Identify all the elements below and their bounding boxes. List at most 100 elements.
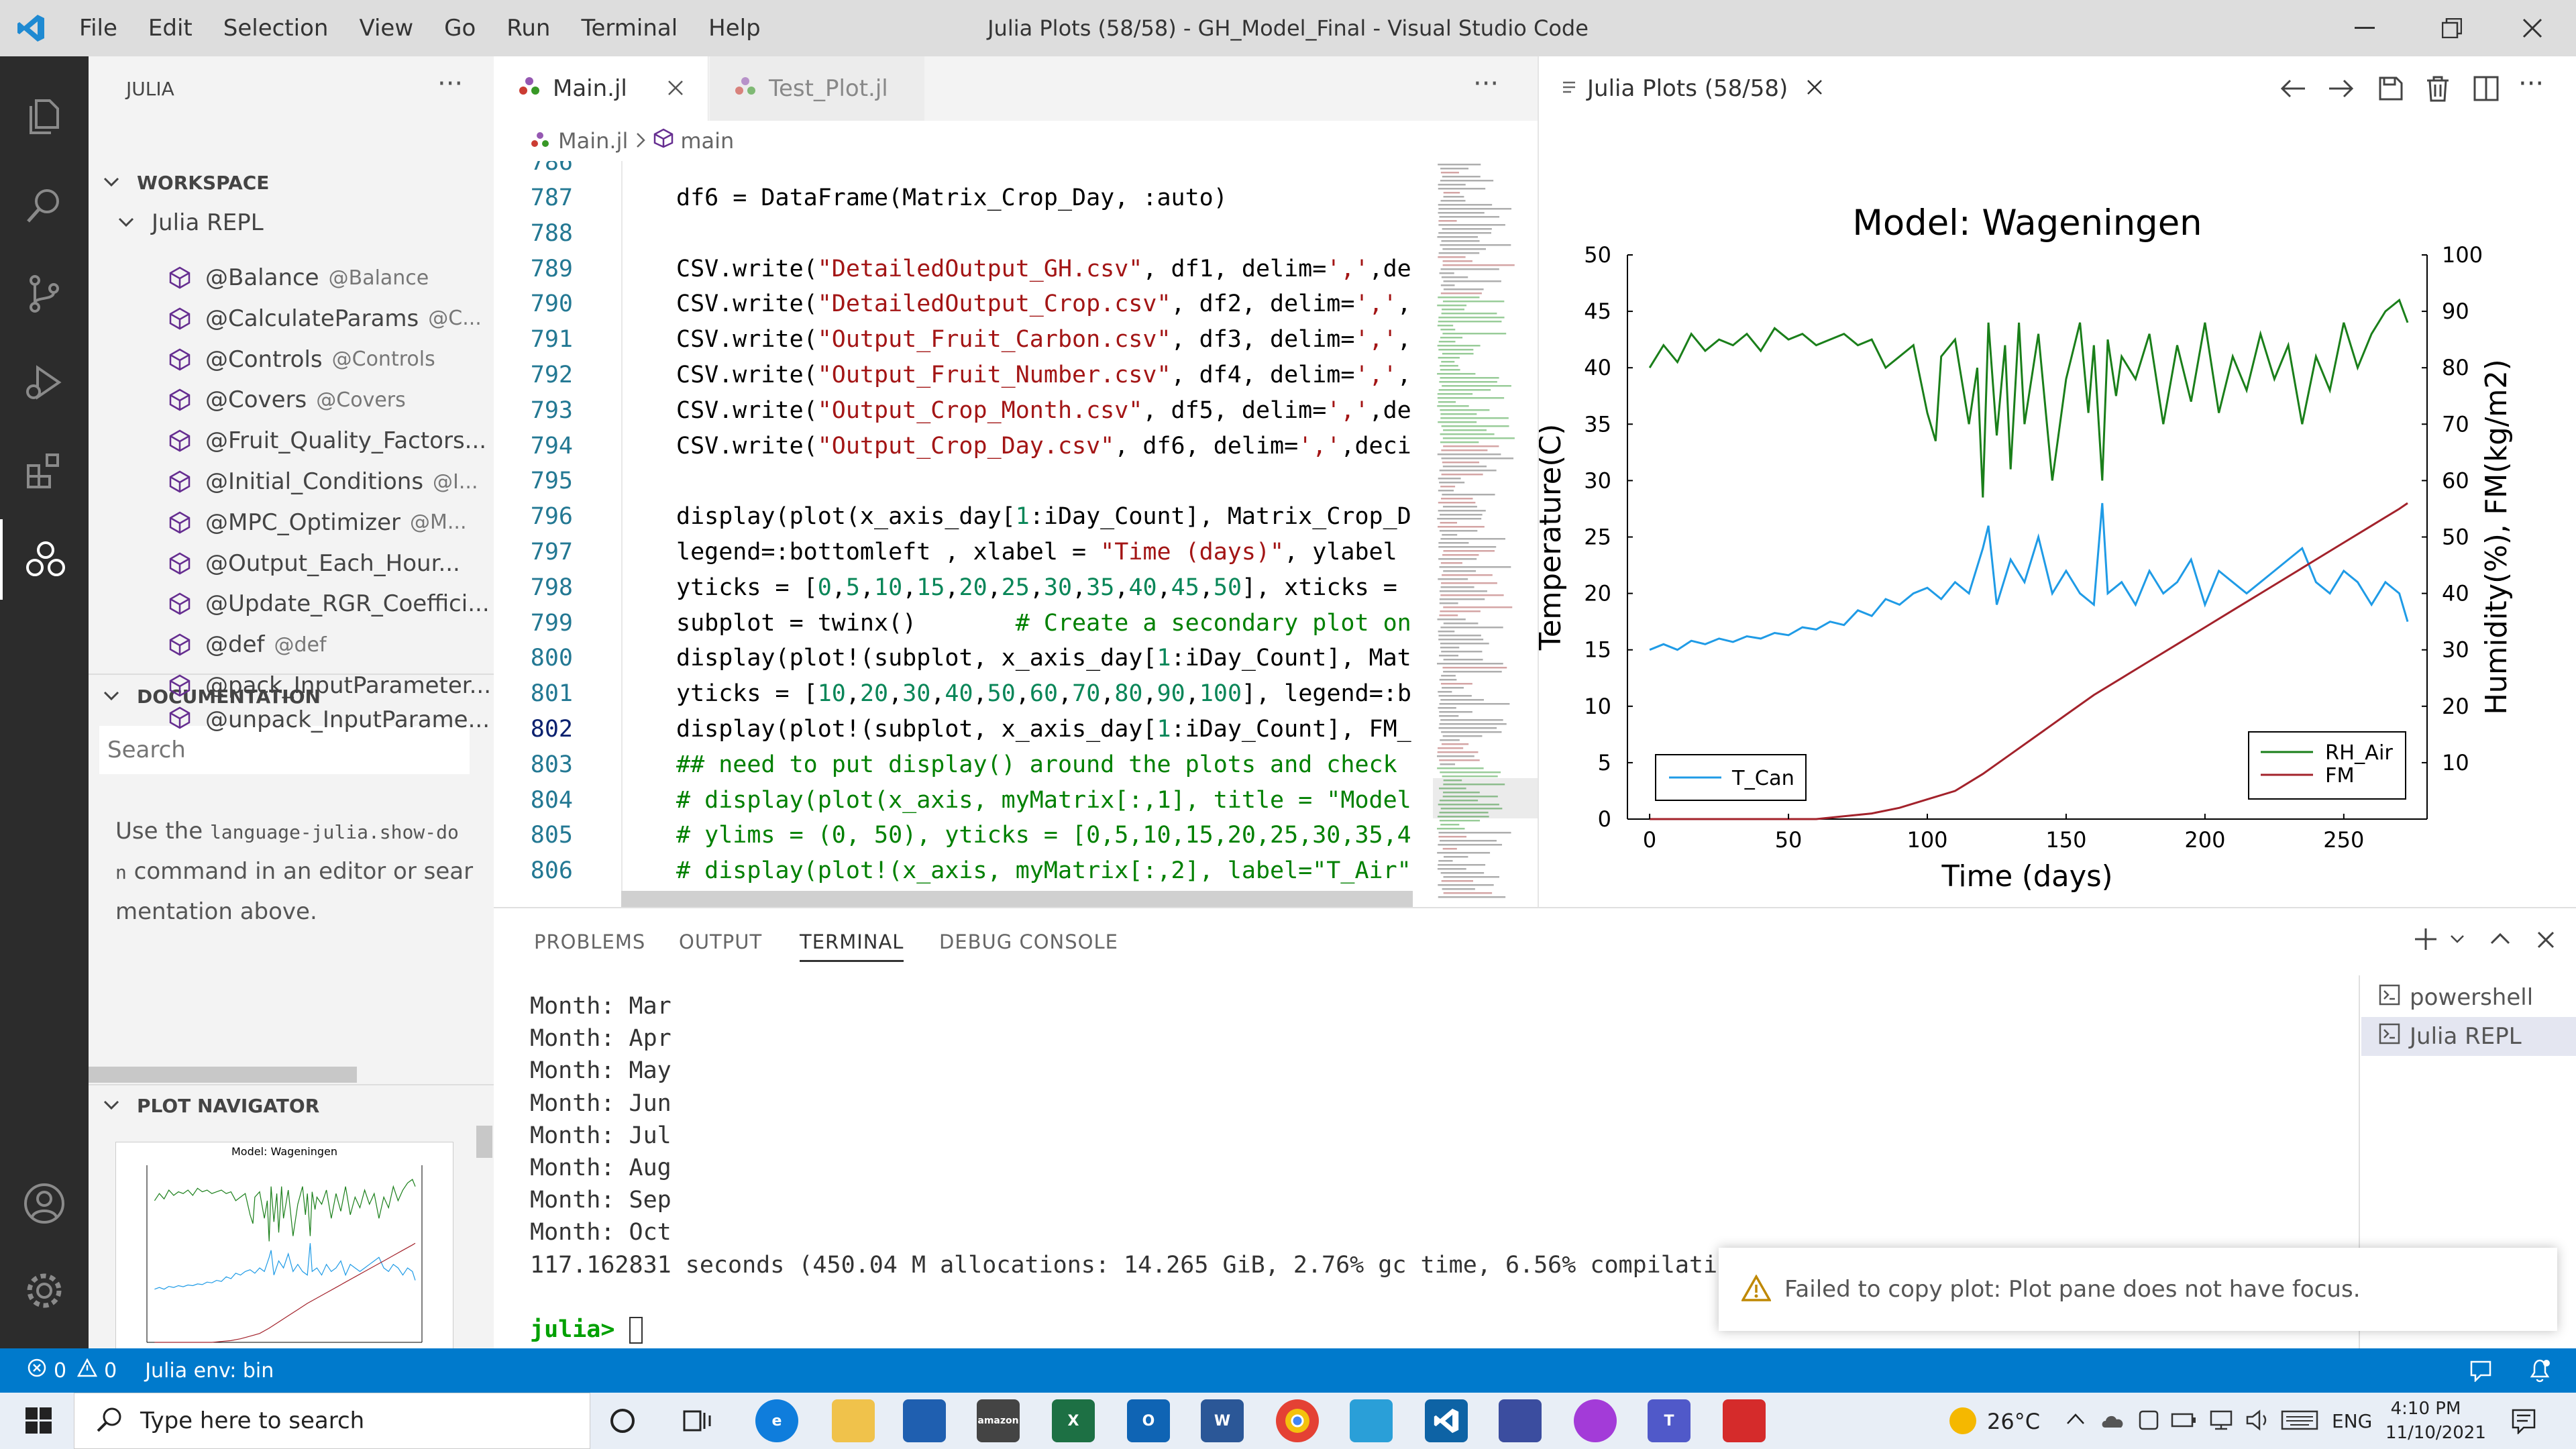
taskbar-search-box[interactable]: Type here to search bbox=[74, 1393, 590, 1449]
horizontal-scrollbar[interactable] bbox=[494, 891, 1419, 907]
code-line[interactable]: 805 # ylims = (0, 50), yticks = [0,5,10,1… bbox=[494, 818, 1419, 853]
minimize-icon[interactable] bbox=[2321, 0, 2408, 56]
tab-julia-plots[interactable]: Julia Plots (58/58) bbox=[1539, 56, 1845, 121]
extensions-icon[interactable] bbox=[0, 431, 89, 511]
tab-problems[interactable]: PROBLEMS bbox=[534, 930, 646, 953]
plot-thumbnail[interactable]: Model: Wageningen bbox=[115, 1142, 453, 1348]
arrow-left-icon[interactable] bbox=[2279, 76, 2306, 103]
language-indicator[interactable]: ENG bbox=[2332, 1410, 2373, 1432]
code-line[interactable]: 806 # display(plot!(x_axis, myMatrix[:,2]… bbox=[494, 853, 1419, 889]
julia-icon[interactable] bbox=[0, 519, 89, 600]
documentation-section-header[interactable]: DOCUMENTATION bbox=[89, 676, 494, 716]
horizontal-scrollbar[interactable] bbox=[89, 1067, 357, 1083]
code-area[interactable]: 786 787 df6 = DataFrame(Matrix_Crop_Day, :… bbox=[494, 161, 1419, 907]
workspace-module-item[interactable]: @Output_Each_Hour... bbox=[89, 543, 494, 584]
save-plot-icon[interactable] bbox=[2377, 75, 2404, 105]
code-line[interactable]: 794 CSV.write("Output_Crop_Day.csv", df6,… bbox=[494, 428, 1419, 464]
code-line[interactable]: 802 display(plot!(subplot, x_axis_day[1:i… bbox=[494, 712, 1419, 747]
workspace-module-item[interactable]: @Update_RGR_Coeffici... bbox=[89, 584, 494, 624]
documentation-search-input[interactable] bbox=[99, 726, 470, 774]
breadcrumb-symbol[interactable]: main bbox=[680, 128, 735, 154]
notification-toast[interactable]: Failed to copy plot: Plot pane does not … bbox=[1719, 1248, 2557, 1331]
tab-main-jl[interactable]: Main.jl bbox=[494, 56, 708, 121]
task-view-icon[interactable] bbox=[683, 1407, 712, 1437]
minimap[interactable] bbox=[1433, 161, 1538, 907]
tray-icon[interactable] bbox=[2137, 1409, 2160, 1434]
julia-repl-node[interactable]: Julia REPL bbox=[89, 203, 494, 243]
code-line[interactable]: 799 subplot = twinx() # Create a secondar… bbox=[494, 605, 1419, 641]
menu-run[interactable]: Run bbox=[506, 15, 551, 42]
notifications-bell-icon[interactable] bbox=[2528, 1358, 2552, 1389]
julia-env-status[interactable]: Julia env: bin bbox=[145, 1358, 274, 1383]
vertical-scrollbar[interactable] bbox=[476, 1126, 492, 1158]
more-actions-icon[interactable]: ··· bbox=[437, 68, 464, 99]
trash-icon[interactable] bbox=[2426, 75, 2450, 105]
run-debug-icon[interactable] bbox=[0, 342, 89, 423]
code-line[interactable]: 793 CSV.write("Output_Crop_Month.csv", df… bbox=[494, 393, 1419, 429]
code-line[interactable]: 790 CSV.write("DetailedOutput_Crop.csv", … bbox=[494, 286, 1419, 322]
workspace-module-item[interactable]: @CalculateParams @C... bbox=[89, 299, 494, 339]
code-line[interactable]: 803 ## need to put display() around the p… bbox=[494, 747, 1419, 783]
menu-terminal[interactable]: Terminal bbox=[581, 15, 678, 42]
maximize-panel-icon[interactable] bbox=[2490, 932, 2510, 947]
explorer-icon[interactable] bbox=[0, 76, 89, 157]
breadcrumb-file[interactable]: Main.jl bbox=[558, 128, 629, 154]
close-panel-icon[interactable] bbox=[2537, 931, 2555, 951]
code-line[interactable]: 795 bbox=[494, 464, 1419, 499]
workspace-module-item[interactable]: @def @def bbox=[89, 625, 494, 665]
word-icon[interactable]: W bbox=[1201, 1399, 1244, 1442]
problems-status[interactable]: 0 0 bbox=[27, 1358, 117, 1383]
code-line[interactable]: 789 CSV.write("DetailedOutput_GH.csv", df… bbox=[494, 251, 1419, 286]
chevron-down-icon[interactable] bbox=[2450, 934, 2465, 947]
menu-go[interactable]: Go bbox=[444, 15, 476, 42]
menu-help[interactable]: Help bbox=[708, 15, 761, 42]
clock[interactable]: 4:10 PM 11/10/2021 bbox=[2385, 1397, 2486, 1445]
pdf-icon[interactable] bbox=[1723, 1399, 1766, 1442]
workspace-module-item[interactable]: @Initial_Conditions @I... bbox=[89, 462, 494, 502]
code-line[interactable]: 804 # display(plot(x_axis, myMatrix[:,1],… bbox=[494, 782, 1419, 818]
code-line[interactable]: 787 df6 = DataFrame(Matrix_Crop_Day, :aut… bbox=[494, 180, 1419, 216]
photos-icon[interactable] bbox=[1350, 1399, 1393, 1442]
terminal-cursor[interactable] bbox=[629, 1317, 643, 1344]
teams-icon[interactable]: T bbox=[1648, 1399, 1690, 1442]
code-line[interactable]: 791 CSV.write("Output_Fruit_Carbon.csv", … bbox=[494, 322, 1419, 358]
messenger-icon[interactable] bbox=[1574, 1399, 1617, 1442]
close-tab-icon[interactable] bbox=[667, 75, 684, 102]
menu-file[interactable]: File bbox=[79, 15, 117, 42]
cortana-icon[interactable] bbox=[609, 1407, 636, 1437]
workspace-module-item[interactable]: @unpack_InputParame... bbox=[89, 706, 494, 733]
workspace-module-item[interactable]: @Controls @Controls bbox=[89, 339, 494, 380]
plot-chart[interactable]: 0 50 100 150 200 250 0 5 10 15 20 25 30 35 40 45 50 10 20 3… bbox=[1539, 121, 2576, 907]
split-editor-icon[interactable] bbox=[2473, 75, 2500, 105]
more-actions-icon[interactable]: ··· bbox=[1473, 68, 1499, 99]
excel-icon[interactable]: X bbox=[1052, 1399, 1095, 1442]
code-line[interactable]: 800 display(plot!(subplot, x_axis_day[1:i… bbox=[494, 641, 1419, 676]
volume-icon[interactable] bbox=[2245, 1409, 2271, 1434]
terminal-item-powershell[interactable]: powershell bbox=[2365, 978, 2576, 1017]
workspace-module-item[interactable]: @Fruit_Quality_Factors... bbox=[89, 421, 494, 461]
code-line[interactable]: 792 CSV.write("Output_Fruit_Number.csv", … bbox=[494, 358, 1419, 393]
code-line[interactable]: 788 bbox=[494, 216, 1419, 252]
tab-terminal[interactable]: TERMINAL bbox=[800, 908, 904, 975]
close-tab-icon[interactable] bbox=[1807, 79, 1823, 98]
chevron-up-icon[interactable] bbox=[2066, 1413, 2085, 1428]
file-explorer-icon[interactable] bbox=[832, 1399, 875, 1442]
action-center-icon[interactable] bbox=[2510, 1407, 2537, 1437]
weather-temperature[interactable]: 26°C bbox=[1987, 1409, 2041, 1434]
restore-icon[interactable] bbox=[2408, 0, 2496, 56]
chrome-icon[interactable] bbox=[1276, 1399, 1319, 1442]
code-line[interactable]: 786 bbox=[494, 161, 1419, 180]
close-window-icon[interactable] bbox=[2489, 0, 2576, 56]
amazon-icon[interactable]: amazon bbox=[977, 1399, 1020, 1442]
weather-sun-icon[interactable] bbox=[1949, 1407, 1976, 1434]
add-terminal-icon[interactable] bbox=[2412, 926, 2439, 955]
menu-view[interactable]: View bbox=[359, 15, 414, 42]
settings-gear-icon[interactable] bbox=[0, 1250, 89, 1331]
edge-icon[interactable]: e bbox=[755, 1399, 798, 1442]
plot-navigator-section-header[interactable]: PLOT NAVIGATOR bbox=[89, 1085, 494, 1126]
terminal-area[interactable]: Month: Mar Month: Apr Month: May Month: Jun… bbox=[494, 975, 2359, 1350]
windows-start-icon[interactable] bbox=[25, 1407, 52, 1437]
battery-icon[interactable] bbox=[2171, 1409, 2198, 1434]
code-line[interactable]: 796 display(plot(x_axis_day[1:iDay_Count]… bbox=[494, 499, 1419, 535]
tab-test-plot-jl[interactable]: Test_Plot.jl bbox=[710, 56, 924, 121]
